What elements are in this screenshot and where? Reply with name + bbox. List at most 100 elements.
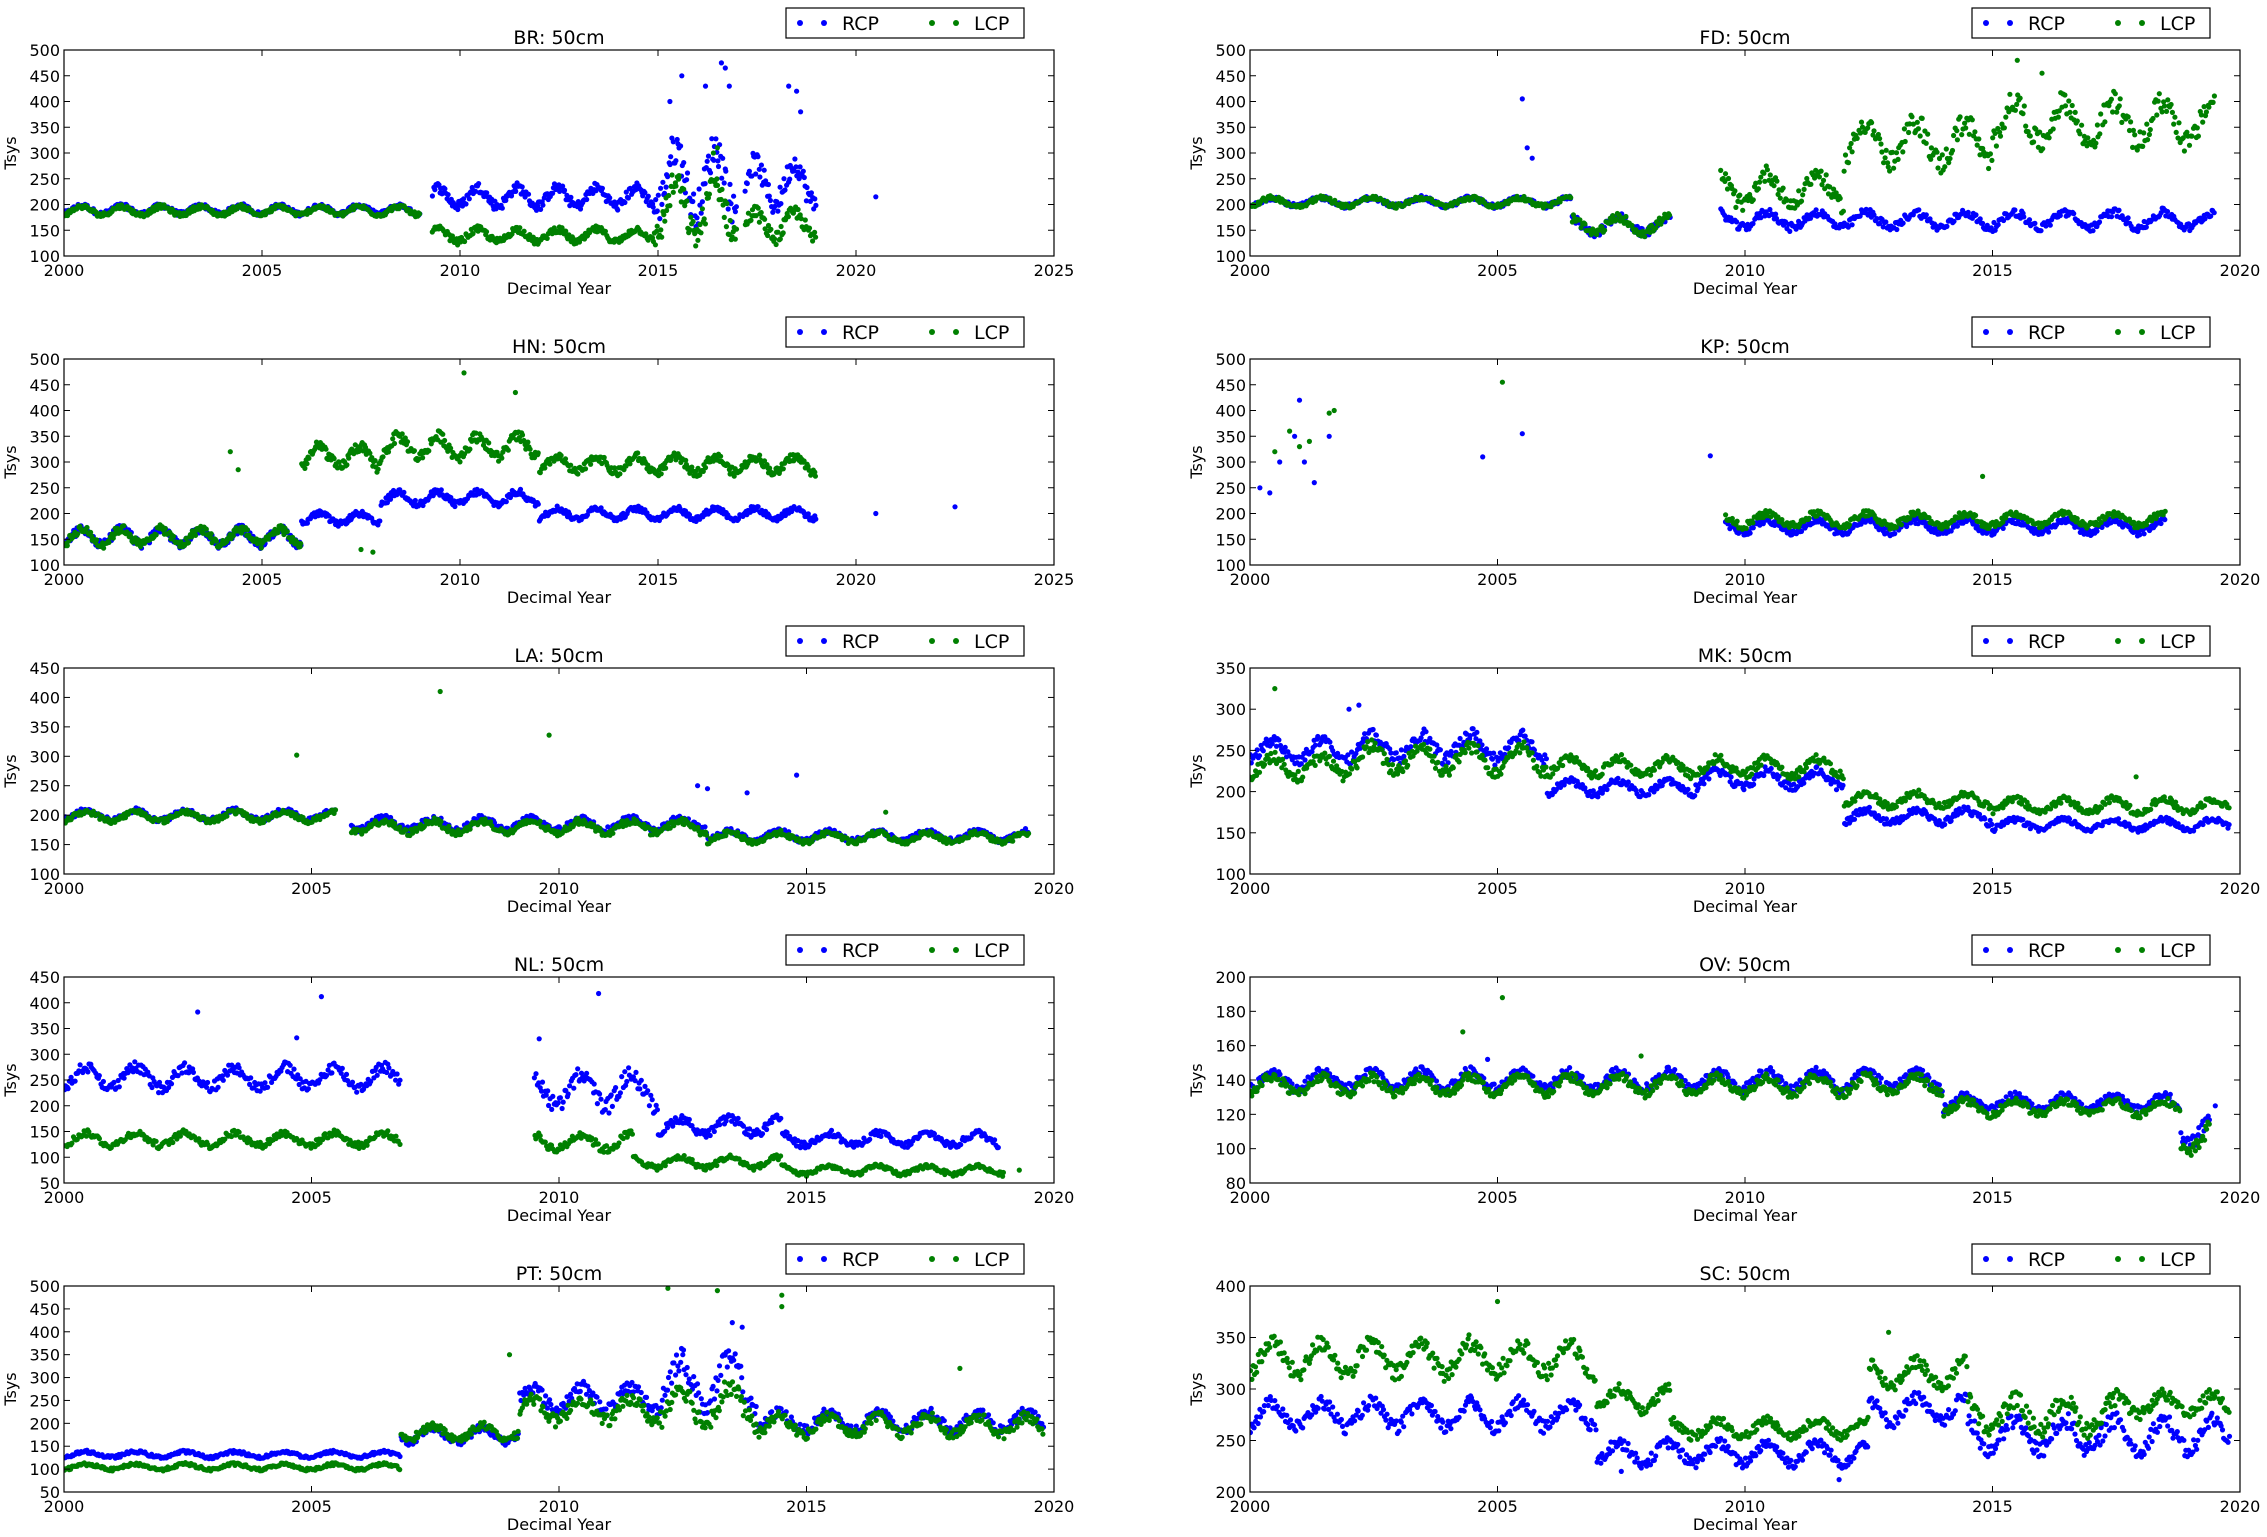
data-point xyxy=(643,231,649,237)
data-point xyxy=(154,206,160,213)
data-point xyxy=(704,158,710,164)
data-point xyxy=(1837,195,1843,201)
y-tick-label: 250 xyxy=(29,479,60,498)
data-point xyxy=(1588,231,1594,237)
data-point xyxy=(2140,143,2146,149)
data-point xyxy=(442,186,448,192)
data-point xyxy=(1948,528,1954,534)
data-point xyxy=(1301,459,1307,465)
data-point xyxy=(2106,103,2112,109)
data-point xyxy=(1780,185,1786,191)
data-point xyxy=(2164,208,2171,215)
data-point xyxy=(767,465,773,471)
data-point xyxy=(472,188,479,194)
data-point xyxy=(803,198,810,204)
data-point xyxy=(667,203,673,209)
data-point xyxy=(1869,120,1875,126)
y-tick-label: 200 xyxy=(29,196,60,215)
data-point xyxy=(2128,119,2134,125)
x-tick-label: 2005 xyxy=(242,261,283,280)
data-point xyxy=(519,184,525,190)
data-point xyxy=(731,473,737,479)
data-point xyxy=(1928,156,1934,162)
data-point xyxy=(2055,114,2061,120)
data-point xyxy=(623,463,629,469)
data-point xyxy=(1923,212,1929,218)
data-point xyxy=(2031,139,2037,145)
data-point xyxy=(812,473,819,479)
data-point xyxy=(795,169,801,175)
data-point xyxy=(690,218,696,225)
data-point xyxy=(2211,93,2217,99)
data-point xyxy=(773,241,779,248)
data-point xyxy=(429,193,435,199)
data-point xyxy=(1875,131,1881,138)
data-point xyxy=(1972,129,1978,135)
data-point xyxy=(667,98,673,105)
data-point xyxy=(389,208,395,214)
data-point xyxy=(2156,91,2162,97)
data-point xyxy=(275,530,281,536)
data-point xyxy=(584,196,590,203)
data-point xyxy=(762,226,768,232)
data-point xyxy=(2094,122,2100,128)
data-point xyxy=(2145,137,2151,143)
x-axis-label: Decimal Year xyxy=(507,279,612,298)
data-point xyxy=(1653,225,1659,231)
y-tick-label: 350 xyxy=(29,427,60,446)
data-point xyxy=(417,211,423,217)
data-point xyxy=(2210,99,2216,105)
data-point xyxy=(1764,167,1770,173)
data-point xyxy=(1902,138,1908,145)
data-point xyxy=(1977,152,1983,158)
data-point xyxy=(681,160,687,166)
subplot-br: 2000 2005 2010 2015 2020 20251001502002503003… xyxy=(1,7,1074,298)
data-point xyxy=(1986,165,1992,172)
data-point xyxy=(767,197,774,204)
data-point xyxy=(721,214,727,220)
data-point xyxy=(650,204,656,210)
data-point xyxy=(1849,149,1855,155)
data-point xyxy=(683,457,689,463)
data-point xyxy=(258,545,264,551)
legend-marker xyxy=(929,329,935,335)
data-point xyxy=(2168,101,2174,108)
data-point xyxy=(2159,109,2165,115)
data-point xyxy=(1954,128,1960,134)
data-point xyxy=(2062,92,2068,98)
data-point xyxy=(797,164,803,170)
data-point xyxy=(1753,180,1759,186)
data-point xyxy=(557,188,563,194)
data-point xyxy=(755,154,761,160)
data-point xyxy=(473,430,479,436)
data-point xyxy=(1977,216,1983,222)
data-point xyxy=(1750,520,1756,526)
data-point xyxy=(699,206,706,212)
data-point xyxy=(757,452,763,458)
data-point xyxy=(538,206,544,212)
data-point xyxy=(1974,142,1980,148)
data-point xyxy=(658,185,664,191)
data-point xyxy=(1914,119,1920,125)
data-point xyxy=(2094,528,2100,534)
series-lcp xyxy=(1250,57,2217,240)
legend-marker xyxy=(797,20,803,26)
data-point xyxy=(1891,165,1897,171)
data-point xyxy=(1519,431,1525,437)
data-point xyxy=(718,453,724,459)
data-point xyxy=(1939,152,1945,158)
data-point xyxy=(1871,212,1877,218)
data-point xyxy=(1774,178,1780,184)
data-point xyxy=(1818,168,1824,174)
data-point xyxy=(2154,112,2160,118)
data-point xyxy=(508,193,515,199)
data-point xyxy=(1796,218,1802,224)
data-point xyxy=(2047,222,2053,228)
data-point xyxy=(455,206,461,213)
data-point xyxy=(560,183,566,189)
legend-marker xyxy=(797,329,803,335)
data-point xyxy=(2017,95,2023,101)
data-point xyxy=(558,452,564,459)
data-point xyxy=(2195,133,2201,139)
data-point xyxy=(2020,111,2026,117)
